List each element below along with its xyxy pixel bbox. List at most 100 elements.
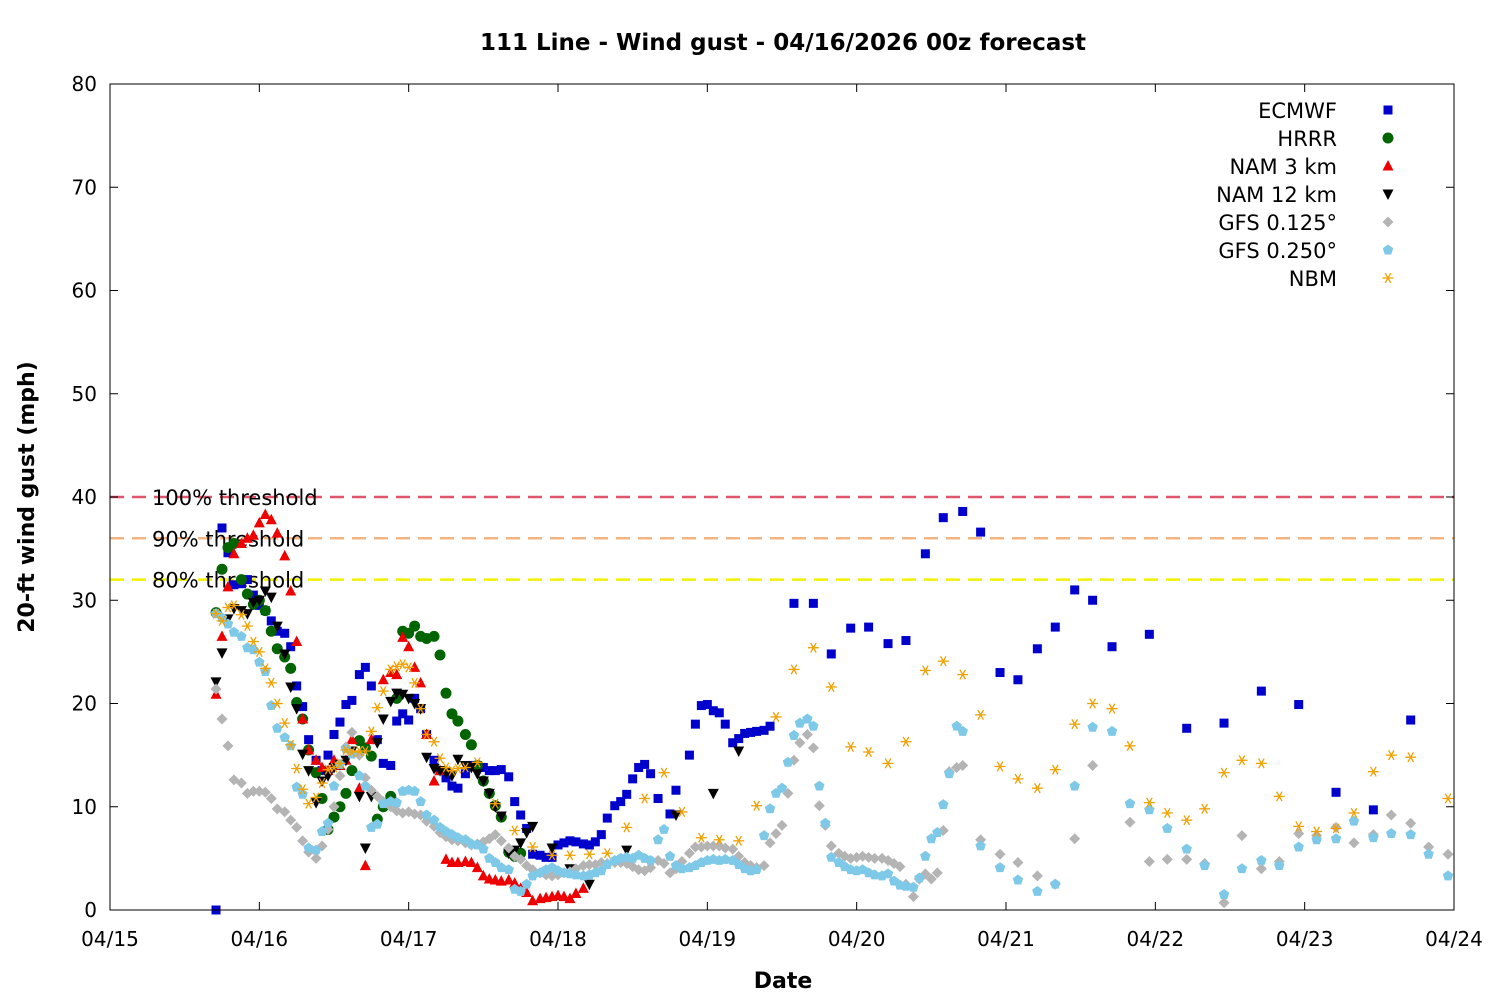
data-point-gfs-0-250 — [764, 803, 776, 814]
data-point-gfs-0-125 — [328, 801, 340, 813]
data-point-gfs-0-125 — [489, 829, 501, 841]
data-point-ecmwf — [286, 642, 296, 652]
data-point-nbm — [1442, 793, 1454, 804]
data-point-nbm — [446, 765, 458, 776]
data-point-ecmwf — [684, 750, 694, 760]
data-point-nbm — [845, 741, 857, 752]
data-point-nam-12-km — [371, 738, 383, 749]
threshold-label-100-threshold: 100% threshold — [152, 486, 318, 510]
data-point-nam-3-km — [495, 875, 507, 886]
data-point-ecmwf — [976, 527, 986, 537]
data-point-ecmwf — [720, 719, 730, 729]
data-point-nam-3-km — [409, 661, 421, 672]
data-point-ecmwf — [1406, 715, 1416, 725]
data-point-gfs-0-250 — [216, 612, 228, 623]
data-point-gfs-0-250 — [496, 862, 507, 873]
data-point-nbm — [359, 745, 371, 757]
data-point-ecmwf — [671, 785, 681, 795]
data-point-nam-3-km — [509, 877, 521, 888]
data-point-nbm — [601, 848, 613, 859]
data-point-hrrr — [334, 801, 346, 813]
data-point-ecmwf — [702, 700, 712, 710]
data-point-nam-12-km — [241, 609, 253, 620]
data-point-hrrr — [452, 715, 464, 727]
data-point-nam-12-km — [291, 704, 303, 715]
data-point-gfs-0-125 — [645, 862, 657, 874]
data-point-nbm — [322, 764, 334, 775]
data-point-ecmwf — [746, 727, 756, 737]
data-point-gfs-0-250 — [1012, 874, 1024, 885]
data-point-gfs-0-125 — [235, 777, 247, 789]
data-point-nam-3-km — [558, 890, 570, 902]
data-point-gfs-0-250 — [1293, 841, 1304, 852]
data-point-nam-3-km — [415, 676, 427, 688]
data-point-ecmwf — [690, 719, 700, 729]
data-point-nam-12-km — [471, 769, 483, 780]
legend-marker-nam-3-km — [1382, 160, 1394, 171]
data-point-nbm — [415, 703, 427, 714]
data-point-gfs-0-250 — [1330, 833, 1342, 844]
data-point-nbm — [975, 709, 987, 720]
data-point-ecmwf — [596, 830, 606, 840]
data-point-gfs-0-250 — [1368, 832, 1379, 843]
data-point-nbm — [489, 798, 501, 809]
data-point-nbm — [1348, 807, 1360, 819]
data-point-nam-3-km — [216, 630, 228, 641]
data-point-nam-3-km — [259, 508, 271, 520]
data-point-nbm — [676, 806, 688, 818]
data-point-nam-12-km — [271, 621, 283, 633]
data-point-nam-12-km — [527, 821, 539, 833]
data-point-nbm — [1124, 740, 1136, 751]
data-point-gfs-0-250 — [782, 756, 794, 767]
data-point-gfs-0-250 — [826, 851, 837, 862]
x-tick-label: 04/15 — [81, 927, 139, 951]
data-points — [210, 506, 1454, 915]
data-point-ecmwf — [496, 765, 506, 775]
data-point-ecmwf — [292, 681, 302, 691]
data-point-nbm — [919, 665, 931, 676]
data-point-nam-3-km — [346, 733, 358, 745]
data-point-gfs-0-250 — [1218, 889, 1230, 899]
data-point-hrrr — [259, 605, 271, 617]
data-point-ecmwf — [1219, 718, 1229, 728]
data-point-gfs-0-250 — [303, 842, 314, 853]
data-point-nbm — [937, 656, 949, 667]
data-point-nbm — [303, 798, 315, 809]
data-point-hrrr — [434, 649, 446, 661]
data-point-nam-12-km — [583, 879, 595, 891]
data-point-gfs-0-250 — [354, 770, 365, 781]
data-point-gfs-0-250 — [1162, 822, 1173, 833]
data-point-gfs-0-250 — [808, 720, 819, 731]
data-point-nbm — [452, 763, 464, 774]
legend-marker-gfs-0-125 — [1382, 216, 1394, 228]
data-point-ecmwf — [335, 717, 345, 727]
data-point-nbm — [1049, 764, 1061, 775]
data-point-gfs-0-250 — [452, 832, 464, 843]
data-point-gfs-0-125 — [515, 853, 527, 865]
axis-ticks: 0 10 20 30 40 50 60 70 80 04/15 04/16 04/17 04/18 04/… — [72, 72, 1483, 951]
data-point-gfs-0-250 — [951, 720, 962, 731]
data-point-hrrr — [285, 662, 297, 674]
data-point-ecmwf — [1256, 686, 1266, 696]
data-point-nbm — [265, 677, 277, 688]
data-point-nam-3-km — [503, 874, 515, 885]
data-point-gfs-0-250 — [328, 780, 340, 791]
data-point-gfs-0-250 — [490, 857, 501, 867]
data-point-nbm — [434, 753, 446, 764]
data-point-nam-3-km — [247, 529, 259, 540]
data-point-nam-3-km — [477, 869, 489, 881]
data-point-nbm — [1405, 752, 1417, 763]
data-point-gfs-0-125 — [719, 842, 731, 854]
data-point-hrrr — [446, 708, 458, 720]
data-point-ecmwf — [846, 623, 856, 633]
data-point-nam-3-km — [265, 513, 277, 525]
data-point-gfs-0-250 — [758, 830, 770, 841]
data-point-hrrr — [428, 630, 440, 642]
data-point-gfs-0-125 — [925, 873, 937, 885]
data-point-nam-12-km — [483, 788, 495, 800]
data-point-hrrr — [459, 728, 471, 740]
data-point-gfs-0-125 — [1348, 837, 1360, 849]
data-point-nbm — [751, 800, 763, 811]
data-point-gfs-0-250 — [914, 872, 925, 883]
data-point-nbm — [788, 664, 800, 675]
